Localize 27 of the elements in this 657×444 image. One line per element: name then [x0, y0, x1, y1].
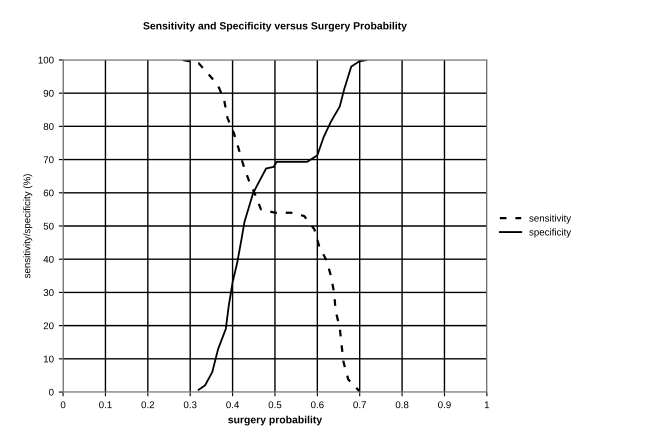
y-tick-label: 100 — [38, 56, 54, 64]
y-tick-label: 70 — [44, 156, 54, 164]
y-axis-title: sensitivity/specificity (%) — [23, 174, 32, 278]
y-tick-label: 40 — [43, 256, 54, 263]
y-tick-label: 20 — [44, 322, 54, 330]
x-tick-label: 0.5 — [268, 401, 282, 408]
x-tick-label: 0.2 — [141, 401, 154, 408]
x-tick-label: 0.4 — [226, 401, 240, 408]
y-tick-label: 10 — [44, 356, 54, 362]
chart-title: Sensitivity and Specificity versus Surgery Probability — [143, 22, 407, 32]
legend-label: sensitivity — [529, 214, 572, 224]
x-tick-label: 0.6 — [310, 401, 324, 408]
x-tick-label: 0 — [60, 401, 66, 408]
y-tick-label: 30 — [44, 289, 54, 296]
x-tick-label: 0.3 — [184, 401, 197, 408]
x-tick-label: 0.8 — [396, 401, 408, 408]
y-tick-label: 50 — [44, 222, 54, 230]
y-tick-label: 80 — [44, 123, 54, 130]
x-tick-label: 0.7 — [353, 401, 366, 408]
x-tick-label: 1 — [484, 401, 490, 408]
y-tick-label: 0 — [49, 388, 54, 396]
x-axis-title: surgery probability — [228, 416, 322, 426]
y-tick-label: 60 — [44, 190, 54, 196]
y-tick-label: 90 — [44, 90, 54, 97]
legend-label: specificity — [529, 228, 572, 238]
x-tick-label: 0.9 — [438, 401, 451, 408]
x-tick-label: 0.1 — [99, 401, 112, 408]
